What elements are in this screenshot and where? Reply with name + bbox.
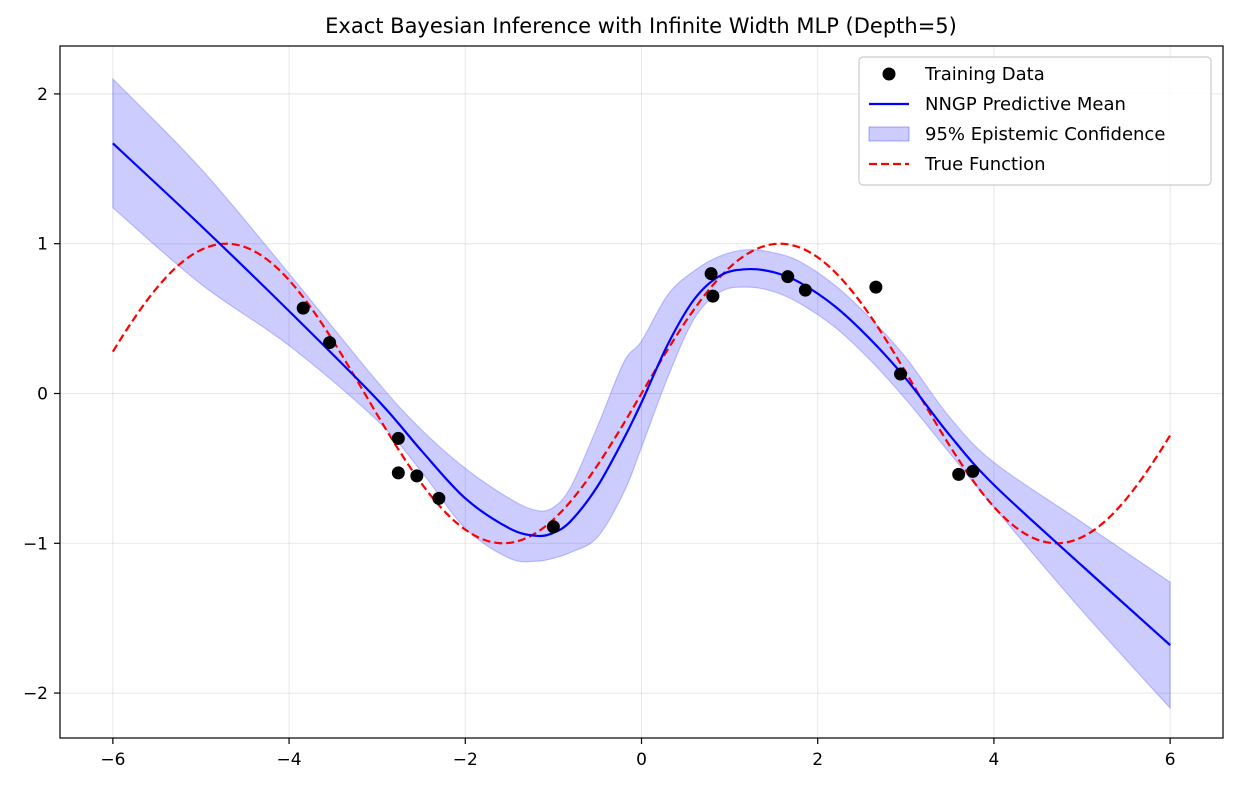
training-data-point: [952, 467, 966, 481]
predictive-mean-line: [112, 142, 1171, 646]
training-data-point: [432, 491, 446, 505]
x-tick-label: −6: [100, 750, 125, 770]
legend-label: Training Data: [924, 64, 1045, 85]
legend-label: 95% Epistemic Confidence: [925, 124, 1165, 145]
legend-box: [858, 56, 1212, 186]
legend-swatch-training-data: [882, 67, 896, 81]
y-tick-label: 2: [37, 85, 48, 105]
training-data-point: [704, 267, 718, 281]
x-tick-label: −4: [277, 750, 302, 770]
x-tick-label: 2: [812, 750, 823, 770]
true-function-line: [111, 242, 1172, 545]
training-data-point: [894, 367, 908, 381]
training-data-point: [391, 431, 405, 445]
training-data-point: [781, 270, 795, 284]
training-data-point: [706, 289, 720, 303]
x-tick-label: −2: [453, 750, 478, 770]
legend-label: True Function: [924, 154, 1046, 175]
training-data-point: [546, 520, 560, 534]
x-tick-label: 6: [1165, 750, 1176, 770]
training-data-point: [323, 336, 337, 350]
legend-label: NNGP Predictive Mean: [925, 94, 1126, 115]
training-data-point: [798, 283, 812, 297]
x-tick-label: 4: [989, 750, 1000, 770]
true-function-layer: [111, 242, 1172, 545]
y-tick-label: −2: [23, 684, 48, 704]
legend: Training Data NNGP Predictive Mean 95% Epi…: [858, 56, 1212, 186]
training-data-point: [296, 301, 310, 315]
training-data-point: [391, 466, 405, 480]
training-data-point: [410, 469, 424, 483]
predictive-mean-layer: [112, 142, 1171, 646]
y-tick-label: −1: [23, 534, 48, 554]
legend-swatch-confidence-band: [868, 126, 910, 142]
training-data-point: [869, 280, 883, 294]
y-tick-label: 1: [37, 235, 48, 255]
training-data-point: [966, 464, 980, 478]
axis-ticks: −6 −4 −2 0 2 4 6 −2 −1 0 1 2: [23, 85, 1176, 770]
chart-title: Exact Bayesian Inference with Infinite W…: [325, 14, 957, 38]
y-tick-label: 0: [37, 384, 48, 404]
training-data-layer: [296, 267, 980, 534]
x-tick-label: 0: [636, 750, 647, 770]
